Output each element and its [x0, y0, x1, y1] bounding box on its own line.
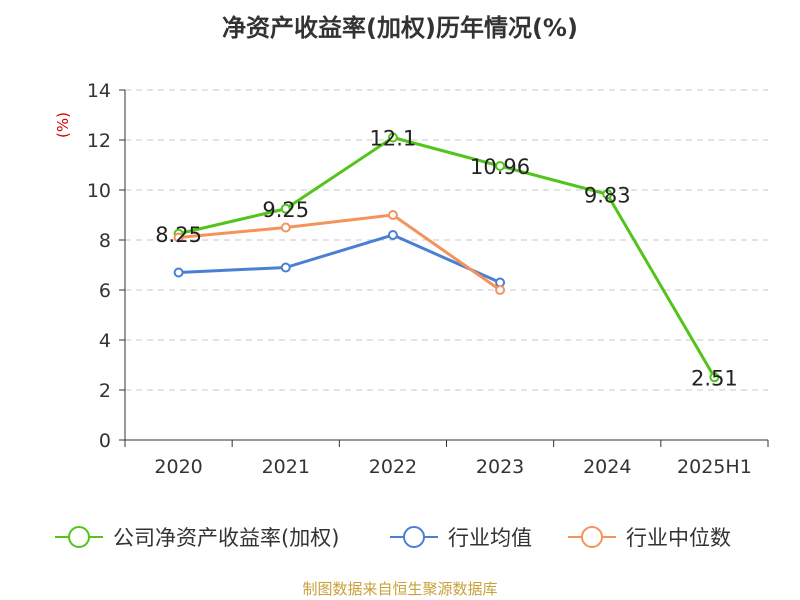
x-tick-label: 2020 [154, 456, 202, 478]
legend-marker [403, 526, 425, 548]
series-line [178, 233, 501, 284]
data-point [387, 230, 398, 240]
y-tick-label: 6 [99, 280, 111, 302]
data-label: 2.51 [691, 366, 738, 390]
legend-label: 公司净资产收益率(加权) [113, 526, 339, 550]
series-line [178, 136, 716, 379]
data-label: 10.96 [470, 155, 530, 179]
legend-label: 行业均值 [448, 526, 532, 550]
data-label: 12.1 [370, 127, 417, 151]
y-tick-label: 12 [87, 130, 111, 152]
data-point [495, 161, 506, 171]
legend-label: 行业中位数 [626, 526, 731, 550]
y-tick-label: 8 [99, 230, 111, 252]
grid-lines [125, 89, 768, 391]
legend-marker [581, 526, 603, 548]
x-tick-label: 2023 [476, 456, 524, 478]
data-point [602, 189, 613, 200]
y-tick-label: 14 [87, 80, 111, 102]
y-tick-label: 4 [99, 330, 111, 352]
series-line [178, 213, 501, 292]
x-tick-label: 2021 [262, 456, 310, 478]
x-tick-label: 2022 [369, 456, 417, 478]
y-tick-label: 0 [99, 430, 111, 452]
y-tick-label: 2 [99, 380, 111, 402]
data-point [173, 232, 184, 243]
y-tick-label: 10 [87, 180, 111, 202]
axes: 0 2 4 6 8 10 12 14 (%) 2020 2021 2022 2023 2024 2025H1 [54, 80, 769, 478]
x-tick-label: 2024 [583, 456, 631, 478]
source-footer: 制图数据来自恒生聚源数据库 [302, 580, 498, 598]
data-point [173, 267, 184, 278]
data-point [387, 132, 398, 143]
data-label: 9.83 [584, 183, 631, 207]
legend-marker [68, 526, 90, 548]
x-tick-label: 2025H1 [677, 456, 752, 478]
data-point [709, 372, 720, 383]
data-point [387, 210, 398, 220]
data-point [280, 262, 291, 273]
data-label: 9.25 [262, 198, 309, 222]
data-point [280, 203, 291, 214]
data-labels: 8.25 9.25 12.1 10.96 9.83 2.51 [155, 127, 738, 391]
data-point [280, 222, 291, 233]
data-point [495, 285, 506, 295]
y-axis-label: (%) [54, 112, 72, 138]
data-label: 8.25 [155, 223, 202, 247]
series-lines [173, 132, 720, 383]
chart-title: 净资产收益率(加权)历年情况(%) [222, 14, 578, 42]
legend: 公司净资产收益率(加权) 行业均值 行业中位数 [55, 526, 731, 550]
